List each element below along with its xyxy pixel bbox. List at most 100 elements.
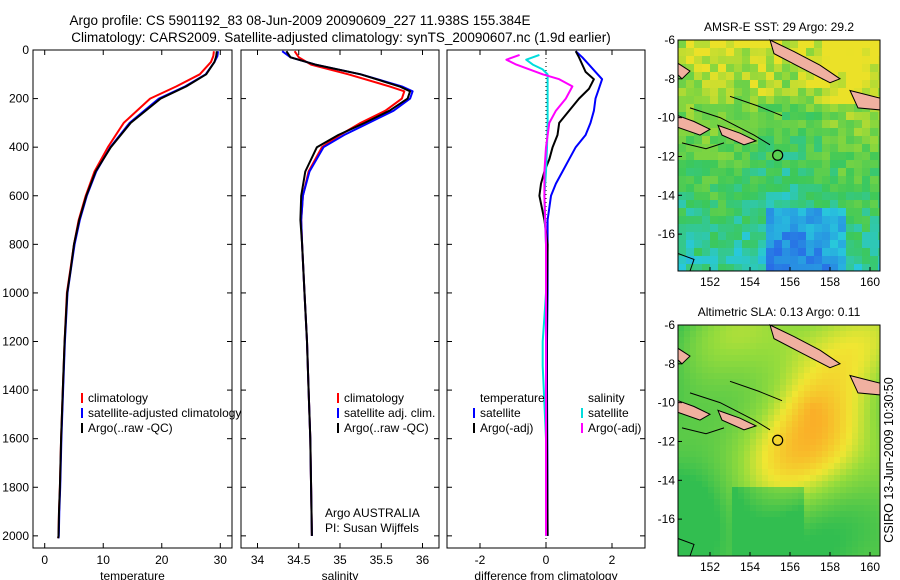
sla_map-cell — [708, 511, 714, 517]
sla_map-cell — [756, 469, 762, 475]
sst_map-cell — [830, 192, 838, 200]
sla_map-cell — [678, 553, 684, 556]
sla_map-cell — [744, 535, 750, 541]
temperature-ytick-label: 1800 — [2, 480, 29, 494]
sla_map-cell — [834, 439, 840, 445]
sla_map-cell — [756, 367, 762, 373]
sst_map-cell — [862, 136, 870, 144]
sla_map-cell — [828, 439, 834, 445]
sst_map-cell — [806, 176, 814, 184]
sla_map-cell — [720, 427, 726, 433]
sla_map-cell — [834, 487, 840, 493]
sla_map-cell — [690, 379, 696, 385]
sla_map-cell — [756, 379, 762, 385]
sla_map-cell — [744, 355, 750, 361]
sst_map-cell — [838, 64, 846, 72]
sla_map-cell — [696, 457, 702, 463]
sla_map-cell — [744, 529, 750, 535]
sst_map-cell — [774, 152, 782, 160]
sst_map-cell — [678, 88, 686, 96]
sst_map-cell — [878, 80, 880, 88]
sla_map-cell — [744, 427, 750, 433]
sla_map-cell — [816, 505, 822, 511]
sst_map-cell — [782, 96, 790, 104]
sla_map-cell — [780, 367, 786, 373]
sla_map-cell — [738, 451, 744, 457]
sst_map-cell — [798, 112, 806, 120]
sst_map-cell — [742, 88, 750, 96]
sla_map-cell — [696, 361, 702, 367]
sla_map-cell — [852, 547, 858, 553]
sla_map-cell — [750, 553, 756, 556]
sst_map-cell — [726, 88, 734, 96]
sla_map-cell — [852, 421, 858, 427]
sla_map-cell — [864, 367, 870, 373]
sla_map-cell — [726, 391, 732, 397]
sla_map-xtick-label: 154 — [740, 560, 760, 574]
sst_map-cell — [774, 184, 782, 192]
sst_map-cell — [846, 144, 854, 152]
sla_map-cell — [678, 487, 684, 493]
sla_map-cell — [876, 475, 880, 481]
sst_map-cell — [846, 168, 854, 176]
sst_map-cell — [734, 256, 742, 264]
sla_map-cell — [726, 421, 732, 427]
sla_map-cell — [828, 409, 834, 415]
sst_map-cell — [878, 216, 880, 224]
sla_map-cell — [732, 451, 738, 457]
sst_map-cell — [774, 64, 782, 72]
sla_map-cell — [864, 535, 870, 541]
sst_map-cell — [790, 168, 798, 176]
sla_map-cell — [774, 445, 780, 451]
sla_map-cell — [876, 463, 880, 469]
sla_map-cell — [840, 457, 846, 463]
sla_map-cell — [816, 337, 822, 343]
sst_map-cell — [758, 152, 766, 160]
sst_map-cell — [790, 40, 798, 48]
sla_map-cell — [714, 415, 720, 421]
sla_map-cell — [726, 517, 732, 523]
sst_map-cell — [822, 208, 830, 216]
sst_map-cell — [694, 248, 702, 256]
sla_map-cell — [810, 523, 816, 529]
sla_map-cell — [750, 409, 756, 415]
salinity-series-2 — [285, 50, 412, 536]
sla_map-cell — [750, 337, 756, 343]
sla_map-cell — [678, 475, 684, 481]
sla_map-cell — [834, 325, 840, 331]
sla_map-cell — [762, 469, 768, 475]
sla_map-cell — [714, 325, 720, 331]
sla_map-cell — [864, 349, 870, 355]
sst_map-cell — [766, 88, 774, 96]
sla_map-cell — [762, 529, 768, 535]
sst_map-cell — [774, 192, 782, 200]
sla_map-cell — [852, 499, 858, 505]
sla_map-cell — [828, 505, 834, 511]
sla_map-cell — [678, 505, 684, 511]
sla_map-cell — [828, 499, 834, 505]
difference-legend-label: satellite — [480, 406, 521, 420]
sla_map-cell — [702, 529, 708, 535]
salinity-annotation: PI: Susan Wijffels — [325, 521, 419, 535]
sst_map-cell — [694, 88, 702, 96]
sla_map-cell — [708, 367, 714, 373]
sst_map-cell — [798, 48, 806, 56]
sla_map-cell — [732, 457, 738, 463]
sst_map-cell — [790, 224, 798, 232]
sla_map-cell — [714, 385, 720, 391]
sla_map-cell — [786, 481, 792, 487]
sla_map-cell — [840, 433, 846, 439]
sst_map-cell — [742, 160, 750, 168]
sla_map-cell — [756, 451, 762, 457]
sst_map-cell — [742, 208, 750, 216]
sst_map-cell — [734, 40, 742, 48]
sst_map-cell — [790, 64, 798, 72]
sst_map-cell — [806, 224, 814, 232]
sla_map-cell — [828, 469, 834, 475]
sla_map-cell — [786, 457, 792, 463]
sla_map-cell — [756, 511, 762, 517]
sla_map-cell — [726, 403, 732, 409]
sst_map-cell — [830, 184, 838, 192]
sla_map-cell — [780, 517, 786, 523]
sst_map-cell — [798, 96, 806, 104]
